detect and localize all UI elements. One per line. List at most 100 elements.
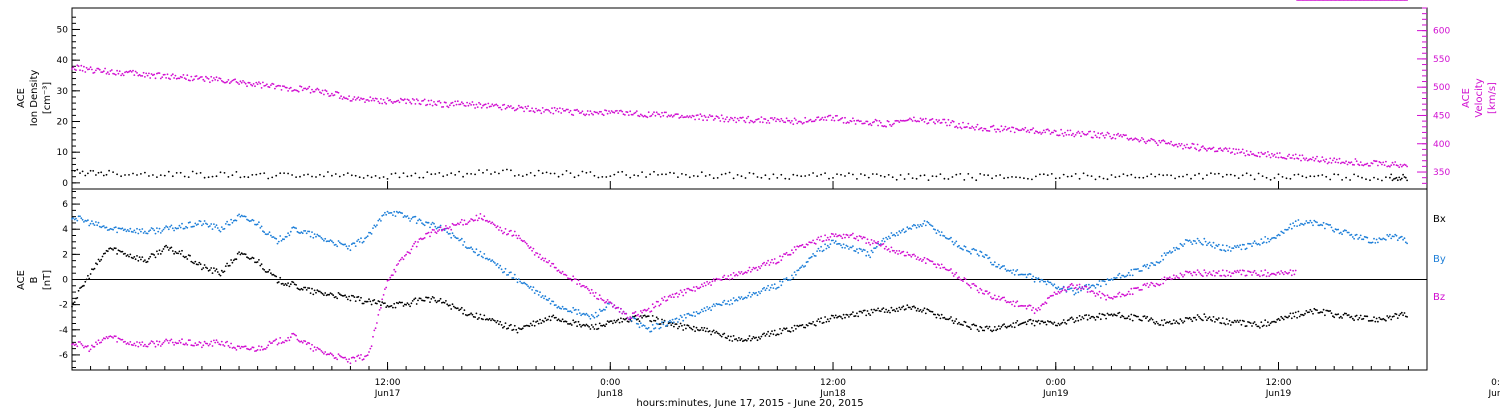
bz-series-point bbox=[256, 349, 259, 351]
bz-series-point bbox=[1265, 275, 1268, 278]
velocity-series-point bbox=[930, 118, 932, 121]
by-series-point bbox=[1210, 244, 1212, 247]
velocity-series-point bbox=[551, 107, 553, 110]
bz-series-point bbox=[1106, 294, 1109, 297]
velocity-series-point bbox=[1354, 158, 1357, 160]
bz-series-point bbox=[174, 341, 177, 344]
bx-series-point bbox=[520, 328, 523, 331]
density-series-point bbox=[410, 174, 413, 177]
velocity-series-point bbox=[826, 115, 829, 118]
velocity-series-point bbox=[1196, 143, 1199, 146]
bx-series-point bbox=[869, 314, 872, 316]
bz-series-point bbox=[848, 236, 850, 239]
bz-series-point bbox=[1292, 269, 1294, 272]
bz-series-point bbox=[726, 277, 728, 280]
bx-series-point bbox=[846, 314, 849, 316]
velocity-series-point bbox=[323, 93, 325, 96]
by-series-point bbox=[1089, 286, 1092, 289]
velocity-series-point bbox=[1069, 129, 1072, 132]
velocity-series-point bbox=[1017, 129, 1020, 132]
bx-series-point bbox=[384, 302, 386, 304]
by-series-point bbox=[789, 279, 792, 281]
bz-series-point bbox=[186, 343, 189, 346]
bx-series-point bbox=[1232, 321, 1235, 324]
velocity-series-point bbox=[414, 103, 417, 105]
bz-series-point bbox=[389, 276, 392, 279]
by-series-point bbox=[893, 233, 895, 236]
bx-series-point bbox=[616, 319, 618, 322]
bz-series-point bbox=[1069, 284, 1072, 286]
by-series-point bbox=[548, 297, 551, 300]
velocity-series-point bbox=[264, 84, 267, 87]
bz-series-point bbox=[430, 231, 433, 234]
density-series-point bbox=[1337, 173, 1340, 176]
velocity-series-point bbox=[1080, 135, 1082, 138]
density-series-point bbox=[394, 172, 397, 175]
bz-series-point bbox=[1231, 272, 1233, 275]
bx-series-point bbox=[1027, 320, 1029, 323]
bz-series-point bbox=[1207, 272, 1210, 275]
by-series-point bbox=[1151, 262, 1154, 265]
velocity-series-point bbox=[452, 104, 455, 107]
bx-series-point bbox=[1048, 321, 1050, 323]
by-series-point bbox=[642, 324, 645, 327]
by-series-point bbox=[1233, 245, 1236, 247]
velocity-series-point bbox=[775, 120, 777, 123]
by-series-point bbox=[1158, 262, 1161, 264]
density-series-point bbox=[71, 169, 73, 172]
bz-series-point bbox=[829, 236, 832, 238]
density-series-point bbox=[732, 177, 735, 180]
density-series-point bbox=[808, 174, 811, 176]
velocity-series-point bbox=[702, 119, 704, 122]
velocity-series-point bbox=[796, 122, 799, 125]
bx-series-point bbox=[691, 328, 694, 331]
by-series-point bbox=[71, 217, 73, 220]
velocity-series-point bbox=[236, 81, 239, 84]
bx-series-point bbox=[882, 307, 885, 309]
by-series-point bbox=[654, 327, 657, 329]
by-series-point bbox=[927, 221, 930, 224]
velocity-series-point bbox=[883, 125, 886, 127]
by-series-point bbox=[140, 230, 142, 233]
bz-series-point bbox=[853, 237, 856, 240]
density-series-point bbox=[307, 173, 309, 176]
bz-series-point bbox=[121, 338, 124, 341]
bx-series-point bbox=[1320, 311, 1322, 313]
bx-series-point bbox=[1117, 312, 1119, 315]
by-series-point bbox=[1042, 280, 1045, 283]
bx-series-point bbox=[1255, 323, 1257, 326]
bz-series-point bbox=[739, 272, 742, 275]
by-series-point bbox=[552, 300, 555, 303]
bz-series-point bbox=[486, 219, 488, 222]
by-series-point bbox=[384, 211, 386, 214]
bz-series-point bbox=[1174, 277, 1176, 279]
density-series-point bbox=[279, 172, 282, 175]
by-series-point bbox=[1314, 220, 1317, 223]
by-series-point bbox=[315, 235, 317, 238]
velocity-series-point bbox=[569, 109, 572, 112]
bz-series-point bbox=[804, 246, 807, 249]
bx-series-point bbox=[1167, 321, 1170, 324]
velocity-series-point bbox=[166, 73, 169, 76]
velocity-series-point bbox=[549, 111, 552, 114]
bz-series-point bbox=[206, 342, 209, 345]
bx-series-point bbox=[763, 332, 765, 335]
bx-series-point bbox=[468, 313, 471, 316]
density-series-point bbox=[1281, 176, 1284, 178]
velocity-series-point bbox=[541, 107, 544, 109]
by-series-point bbox=[768, 289, 771, 291]
velocity-series-point bbox=[527, 105, 529, 108]
by-series-point bbox=[169, 225, 172, 228]
by-series-point bbox=[206, 223, 209, 226]
bx-series-point bbox=[76, 297, 79, 299]
by-series-point bbox=[439, 224, 442, 227]
bx-series-point bbox=[197, 263, 199, 266]
bx-series-point bbox=[584, 324, 586, 327]
by-series-point bbox=[581, 313, 584, 315]
bx-series-point bbox=[1371, 319, 1374, 322]
bz-series-point bbox=[1159, 283, 1162, 286]
by-series-point bbox=[1093, 285, 1096, 287]
by-series-point bbox=[898, 230, 901, 233]
bx-series-point bbox=[901, 306, 903, 309]
